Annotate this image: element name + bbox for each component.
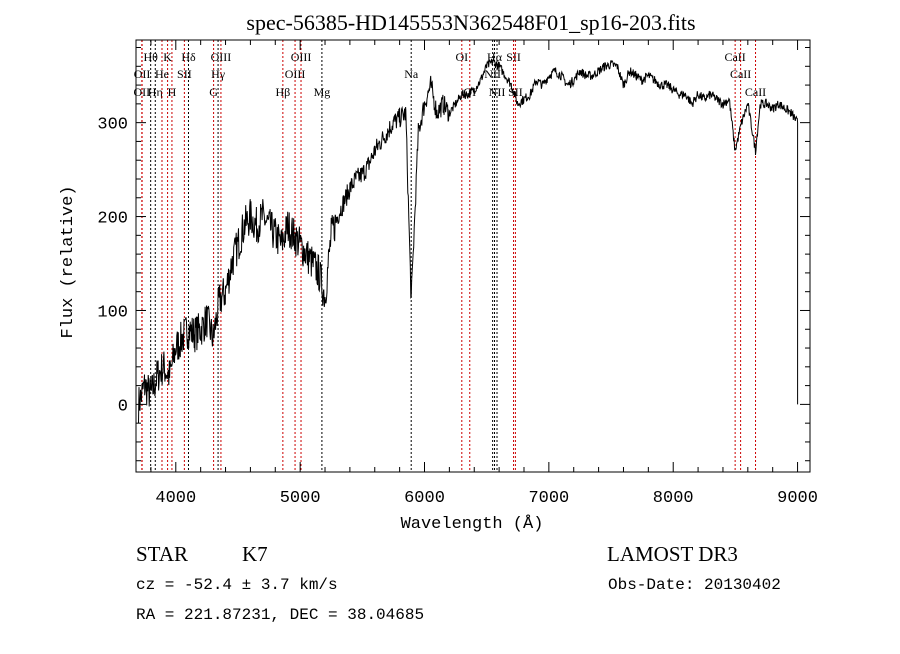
x-tick-label: 9000 [777,489,818,508]
spectral-line-label: OII [134,67,151,81]
y-tick-label: 0 [118,397,128,416]
survey-label: LAMOST DR3 [607,542,738,566]
x-tick-label: 8000 [653,489,694,508]
spectral-line-label: Hθ [143,50,158,64]
spectral-line-label: Hγ [211,67,226,81]
spectral-line-label: CaII [724,50,745,64]
spectral-line-label: SII [177,67,192,81]
redshift-text: cz = -52.4 ± 3.7 km/s [136,576,338,594]
spectral-line-label: G [209,85,218,99]
spectral-line-label: SII [506,50,521,64]
spectral-line-label: CaII [745,85,766,99]
x-tick-label: 7000 [528,489,569,508]
spectral-line-label: OIII [285,67,306,81]
spectral-line-label: Hη [148,85,163,99]
spectral-line-label: K [163,50,172,64]
axis-ticks: 4000 5000 6000 7000 8000 9000 0 100 200 300 [97,40,818,508]
plot-frame [135,39,811,473]
y-axis-label: Flux (relative) [59,185,78,338]
object-subclass: K7 [242,542,268,566]
spectral-line-label: H [168,85,177,99]
obs-date-text: Obs-Date: 20130402 [608,576,781,594]
spectral-line-label: Na [404,67,419,81]
spectral-line-label: OIII [291,50,312,64]
spectral-lines: OIIOIIHθHηKHeHSIIHδGHγOIIIHβOIIIOIIIMgNa… [134,40,766,472]
y-tick-label: 100 [97,303,128,322]
spectral-line-label: CaII [730,67,751,81]
x-tick-label: 6000 [404,489,445,508]
spectrum-line [138,58,799,424]
x-tick-label: 5000 [280,489,321,508]
object-class: STAR [136,542,188,566]
spectral-line-label: OIII [211,50,232,64]
spectral-line-label: Hδ [181,50,196,64]
y-tick-label: 200 [97,210,128,229]
x-axis-label: Wavelength (Å) [401,515,544,534]
radec-text: RA = 221.87231, DEC = 38.04685 [136,606,424,624]
spectral-line-label: Mg [314,85,331,99]
spectral-line-label: OI [455,50,468,64]
spectral-line-label: Hβ [275,85,290,99]
chart-title: spec-56385-HD145553N362548F01_sp16-203.f… [246,10,695,35]
spectral-line-label: NII [489,85,506,99]
x-tick-label: 4000 [155,489,196,508]
spectral-line-label: He [155,67,169,81]
y-tick-label: 300 [97,116,128,135]
